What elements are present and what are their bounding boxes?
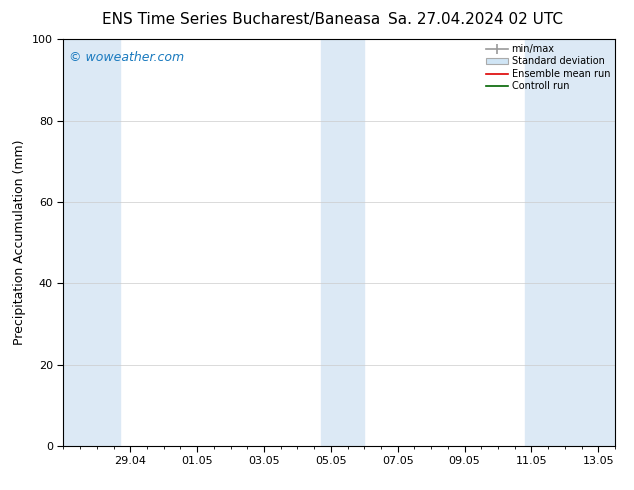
Text: © woweather.com: © woweather.com [69,51,184,64]
Bar [321,39,365,446]
Text: ENS Time Series Bucharest/Baneasa: ENS Time Series Bucharest/Baneasa [102,12,380,27]
Bar [63,39,120,446]
Text: Sa. 27.04.2024 02 UTC: Sa. 27.04.2024 02 UTC [388,12,563,27]
Bar [525,39,615,446]
Legend: min/max, Standard deviation, Ensemble mean run, Controll run: min/max, Standard deviation, Ensemble me… [483,41,613,94]
Y-axis label: Precipitation Accumulation (mm): Precipitation Accumulation (mm) [13,140,27,345]
